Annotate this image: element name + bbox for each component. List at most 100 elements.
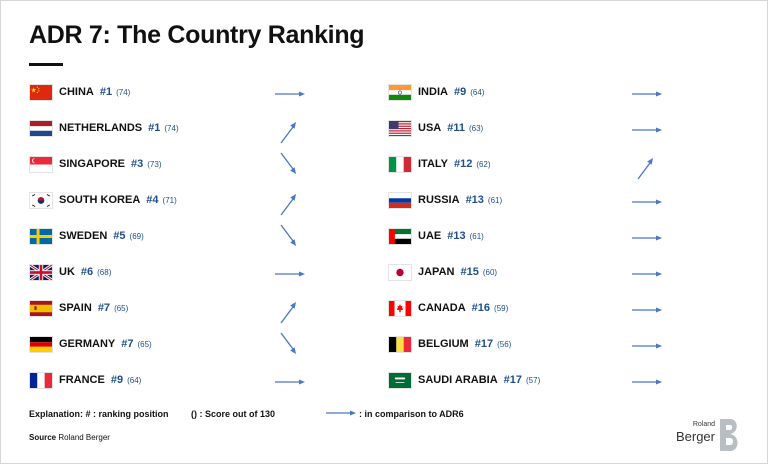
country-name: JAPAN [418, 266, 455, 278]
ranking-row: JAPAN #15 (60) [388, 257, 678, 293]
sweden-flag [29, 228, 53, 245]
italy-flag [388, 156, 412, 173]
ranking-column-right: INDIA #9 (64) USA #11 (63) ITALY #12 (62) RUSSIA #… [388, 77, 678, 401]
country-name: SINGAPORE [59, 158, 126, 170]
india-flag [388, 84, 412, 101]
ranking-position: #5 [113, 230, 126, 242]
russia-flag [388, 192, 412, 209]
trend-flat-arrow-icon [630, 331, 664, 361]
source-value: Roland Berger [58, 433, 110, 442]
trend-flat-arrow-icon [273, 79, 307, 109]
ranking-row: USA #11 (63) [388, 113, 678, 149]
score-value: (60) [482, 268, 498, 277]
country-entry: RUSSIA #13 (61) [418, 194, 502, 206]
ranking-position: #7 [121, 338, 134, 350]
country-entry: UAE #13 (61) [418, 230, 484, 242]
ranking-row: FRANCE #9 (64) [29, 365, 319, 401]
trend-flat-arrow-icon [630, 367, 664, 397]
score-value: (74) [116, 88, 131, 97]
trend-flat-arrow-icon [630, 259, 664, 289]
score-value: (65) [114, 304, 129, 313]
country-name: CANADA [418, 302, 466, 314]
source-line: Source Roland Berger [29, 433, 110, 442]
country-entry: NETHERLANDS #1 (74) [59, 122, 179, 134]
trend-flat-arrow-icon [630, 295, 664, 325]
trend-flat-arrow-icon [630, 223, 664, 253]
country-entry: FRANCE #9 (64) [59, 374, 141, 386]
country-name: FRANCE [59, 374, 105, 386]
country-name: SAUDI ARABIA [418, 374, 498, 386]
uk-flag [29, 264, 53, 281]
country-entry: SOUTH KOREA #4 (71) [59, 194, 177, 206]
country-entry: GERMANY #7 (65) [59, 338, 152, 350]
ranking-position: #13 [447, 230, 466, 242]
ranking-position: #13 [465, 194, 484, 206]
ranking-row: INDIA #9 (64) [388, 77, 678, 113]
country-name: SOUTH KOREA [59, 194, 141, 206]
score-value: (69) [129, 232, 144, 241]
score-value: (64) [470, 88, 485, 97]
ranking-position: #6 [80, 266, 94, 278]
trend-up-arrow-icon [630, 151, 664, 181]
country-entry: CHINA #1 (74) [59, 86, 130, 98]
canada-flag [388, 300, 412, 317]
score-value: (64) [127, 376, 142, 385]
ranking-row: SOUTH KOREA #4 (71) [29, 185, 319, 221]
ranking-row: CHINA #1 (74) [29, 77, 319, 113]
country-name: GERMANY [59, 338, 116, 350]
trend-flat-arrow-icon [630, 187, 664, 217]
country-name: UK [59, 266, 75, 278]
netherlands-flag [29, 120, 53, 137]
score-value: (57) [526, 376, 541, 385]
ranking-position: #17 [474, 338, 494, 350]
score-value: (71) [162, 196, 177, 205]
country-name: SPAIN [59, 302, 92, 314]
trend-up-arrow-icon [273, 115, 307, 145]
country-name: SWEDEN [59, 230, 108, 242]
uae-flag [388, 228, 412, 245]
ranking-position: #9 [453, 86, 467, 98]
china-flag [29, 84, 53, 101]
saudi-arabia-flag [388, 372, 412, 389]
spain-flag [29, 300, 53, 317]
trend-flat-arrow-icon [273, 259, 307, 289]
trend-flat-arrow-icon [630, 79, 664, 109]
ranking-row: CANADA #16 (59) [388, 293, 678, 329]
ranking-column-left: CHINA #1 (74) NETHERLANDS #1 (74) SINGAPORE #3(… [29, 77, 319, 401]
ranking-position: #1 [99, 86, 113, 98]
country-entry: JAPAN #15 (60) [418, 266, 497, 278]
legend-explanation: Explanation: # : ranking position [29, 409, 169, 419]
score-value: (61) [487, 196, 503, 205]
legend-score-note: () : Score out of 130 [191, 409, 276, 419]
ranking-row: BELGIUM #17 (56) [388, 329, 678, 365]
country-entry: SINGAPORE #3 (73) [59, 158, 162, 170]
trend-down-arrow-icon [273, 151, 307, 181]
score-value: (63) [468, 124, 484, 133]
score-value: (73) [147, 160, 162, 169]
trend-up-arrow-icon [273, 187, 307, 217]
country-entry: CANADA #16 (59) [418, 302, 508, 314]
ranking-row: SINGAPORE #3 (73) [29, 149, 319, 185]
country-entry: SWEDEN #5 (69) [59, 230, 144, 242]
score-value: (56) [497, 340, 512, 349]
ranking-row: SPAIN #7 (65) [29, 293, 319, 329]
country-name: USA [418, 122, 442, 134]
score-value: (68) [97, 268, 112, 277]
ranking-row: RUSSIA #13 (61) [388, 185, 678, 221]
legend: Explanation: # : ranking position () : S… [29, 409, 464, 419]
ranking-position: #4 [146, 194, 159, 206]
ranking-row: NETHERLANDS #1 (74) [29, 113, 319, 149]
country-entry: UK #6 (68) [59, 266, 111, 278]
source-label: Source [29, 433, 57, 442]
legend-arrow-icon [326, 410, 356, 416]
ranking-position: #9 [110, 374, 124, 386]
trend-flat-arrow-icon [630, 115, 664, 145]
country-name: UAE [418, 230, 442, 242]
ranking-position: #7 [97, 302, 111, 314]
title-underline [29, 63, 63, 66]
france-flag [29, 372, 53, 389]
country-name: INDIA [418, 86, 448, 98]
score-value: (62) [476, 160, 491, 169]
country-entry: ITALY #12 (62) [418, 158, 491, 170]
